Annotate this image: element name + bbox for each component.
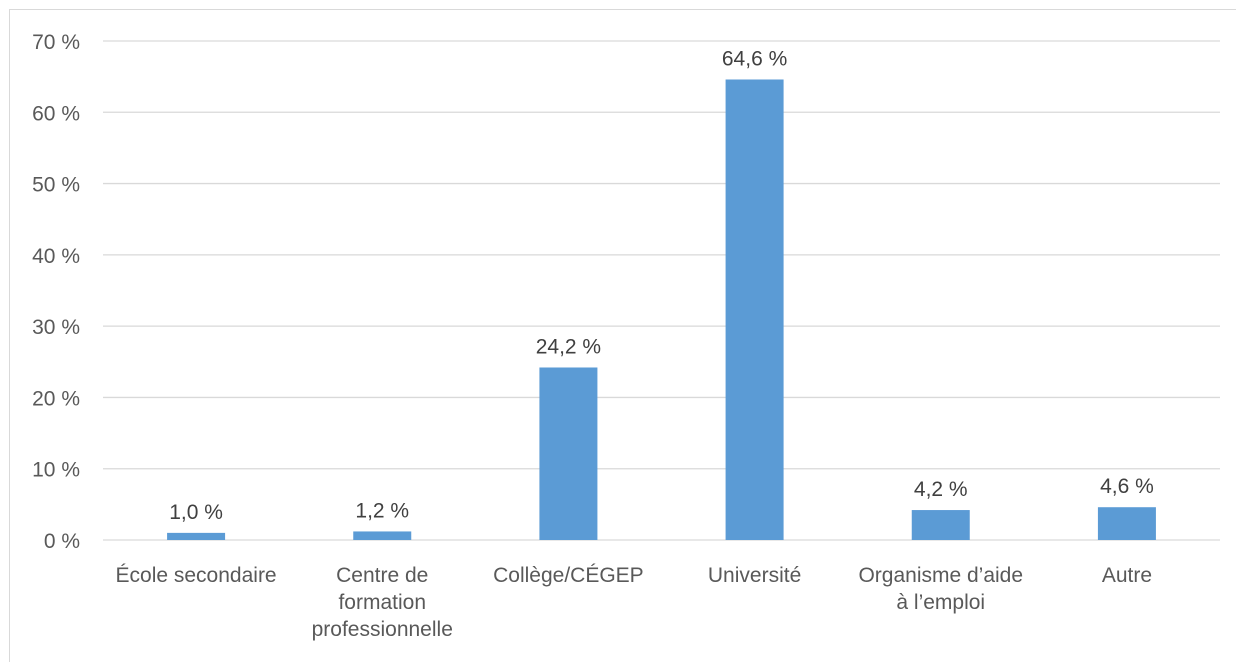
y-tick-label: 50 %	[32, 174, 80, 197]
data-label: 1,0 %	[169, 501, 223, 524]
category-label: Collège/CÉGEP	[493, 564, 644, 587]
category-label: Centre de formation professionnelle	[312, 564, 453, 641]
y-tick-label: 60 %	[32, 102, 80, 125]
y-tick-label: 10 %	[32, 459, 80, 482]
category-label: Université	[708, 564, 801, 587]
bar	[725, 79, 784, 540]
bar	[539, 367, 598, 540]
y-tick-label: 20 %	[32, 387, 80, 410]
y-tick-label: 70 %	[32, 31, 80, 54]
y-tick-label: 30 %	[32, 316, 80, 339]
y-tick-label: 0 %	[44, 530, 80, 553]
data-label: 64,6 %	[722, 47, 787, 70]
category-labels: École secondaire Centre de formation profes…	[116, 564, 1152, 641]
data-label: 4,2 %	[914, 478, 968, 501]
data-label: 4,6 %	[1100, 475, 1154, 498]
category-label: École secondaire	[116, 564, 277, 587]
category-label: Autre	[1102, 564, 1152, 587]
bar	[911, 510, 970, 540]
bar	[167, 532, 226, 540]
gridlines	[103, 40, 1220, 541]
y-tick-label: 40 %	[32, 245, 80, 268]
chart-frame	[9, 9, 1236, 662]
bar	[353, 531, 412, 540]
data-labels: 1,0 % 1,2 % 24,2 % 64,6 % 4,2 % 4,6 %	[169, 47, 1154, 523]
data-label: 24,2 %	[536, 335, 601, 358]
bars	[167, 79, 1156, 540]
bar	[1097, 507, 1156, 540]
data-label: 1,2 %	[355, 499, 409, 522]
category-label: Organisme d’aide à l’emploi	[858, 564, 1023, 614]
y-axis-tick-labels: 0 % 10 % 20 % 30 % 40 % 50 % 60 % 70 %	[32, 31, 80, 553]
